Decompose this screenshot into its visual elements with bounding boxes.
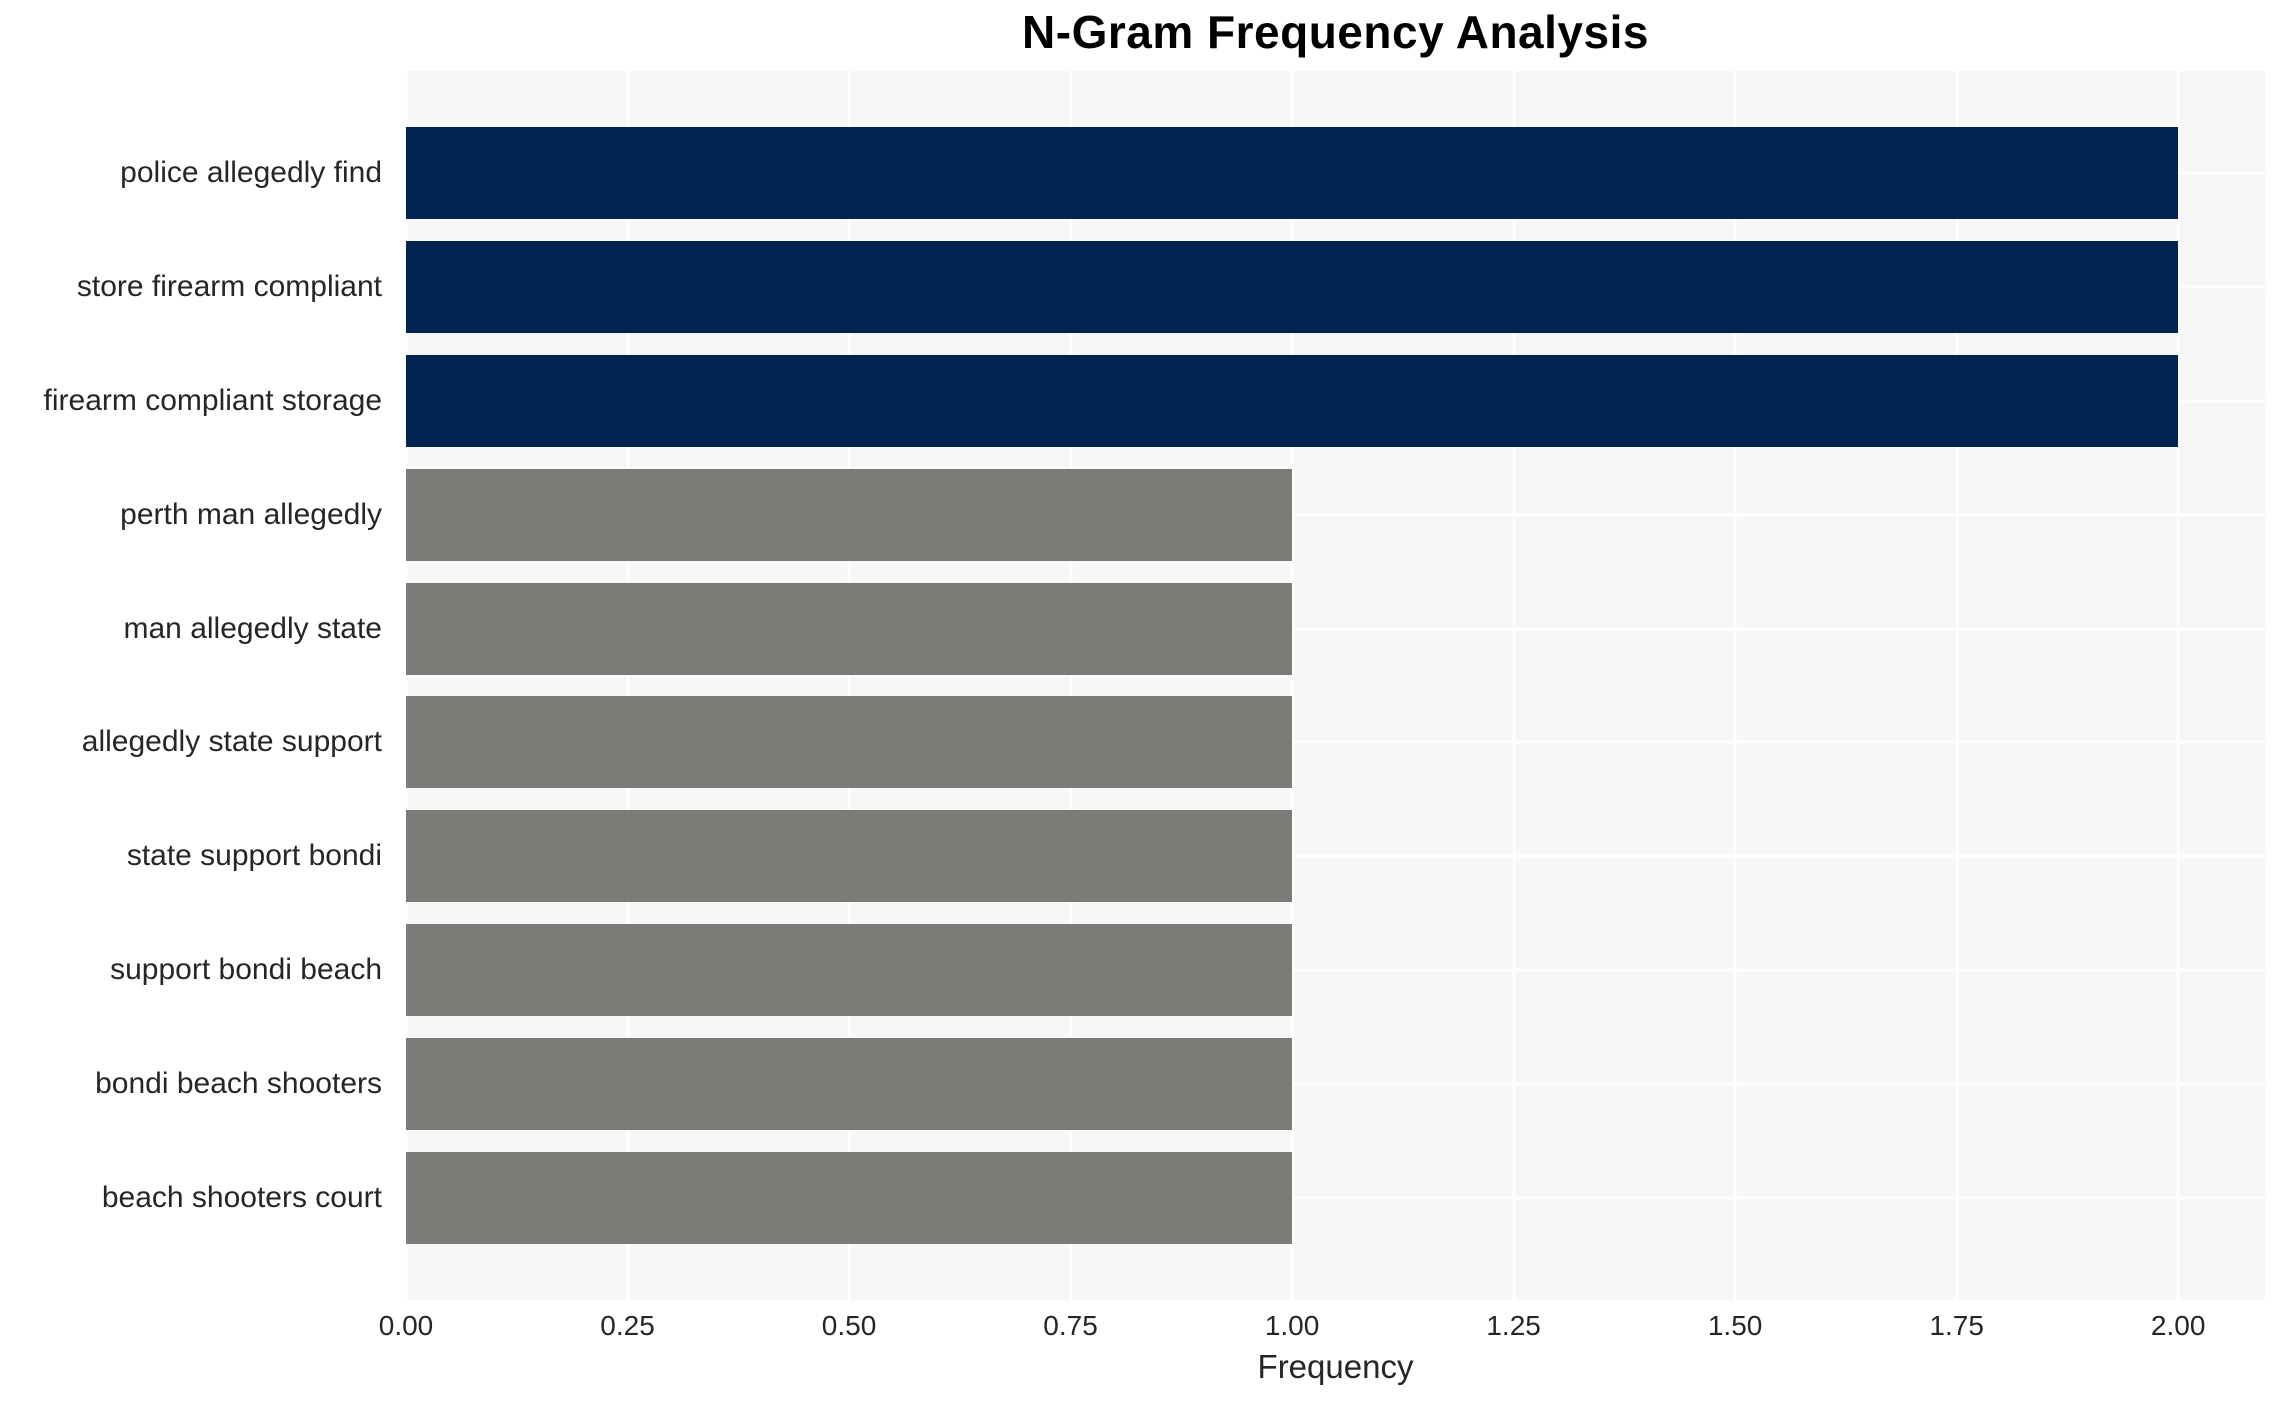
bar-police-allegedly-find (406, 126, 2179, 219)
gridline-x-0.00 (404, 71, 408, 1300)
gridline-y (406, 740, 2265, 744)
x-tick-label: 0.50 (821, 1310, 877, 1341)
y-axis-category-labels: police allegedly find store firearm compl… (0, 71, 382, 1300)
chart-title: N-Gram Frequency Analysis (1022, 6, 1649, 58)
bar-beach-shooters-court (406, 1152, 1293, 1245)
bar-row (406, 116, 2265, 230)
bar-allegedly-state-support (406, 696, 1293, 789)
vertical-gridlines (404, 71, 2265, 1300)
gridline-x-0.75 (1069, 71, 1073, 1300)
y-tick-label: allegedly state support (81, 725, 382, 759)
gridline-y (406, 1196, 2265, 1200)
gridline-y (406, 968, 2265, 972)
x-tick-label: 0.25 (600, 1310, 655, 1341)
bar-state-support-bondi (406, 810, 1293, 903)
x-tick-label: 1.50 (1707, 1310, 1763, 1341)
x-tick-label: 1.75 (1929, 1310, 1984, 1341)
bar-perth-man-allegedly (406, 468, 1293, 561)
bar-row (406, 230, 2265, 344)
gridline-x-0.25 (626, 71, 630, 1300)
bar-row (406, 799, 2265, 913)
y-tick-label: firearm compliant storage (43, 383, 382, 417)
y-tick-label: support bondi beach (110, 953, 382, 987)
bar-row (406, 686, 2265, 800)
y-tick-label: beach shooters court (101, 1181, 382, 1215)
gridline-x-1.75 (1955, 71, 1959, 1300)
gridline-y (406, 1082, 2265, 1086)
bar-firearm-compliant-storage (406, 354, 2179, 447)
y-tick-label: bondi beach shooters (95, 1067, 382, 1101)
y-tick-label: state support bondi (126, 839, 382, 873)
gridline-x-2.00 (2176, 71, 2180, 1300)
plot-area (404, 71, 2265, 1300)
bar-row (406, 458, 2265, 572)
gridline-x-0.50 (847, 71, 851, 1300)
bar-row (406, 913, 2265, 1027)
bar-row (406, 1141, 2265, 1255)
gridline-y (406, 627, 2265, 631)
gridline-y (406, 513, 2265, 517)
bar-support-bondi-beach (406, 924, 1293, 1017)
y-tick-label: man allegedly state (123, 611, 383, 645)
y-tick-label: perth man allegedly (120, 497, 382, 531)
bar-row (406, 344, 2265, 458)
x-axis-tick-labels: 0.00 0.25 0.50 0.75 1.00 1.25 1.50 1.75 2.00 (379, 1310, 2265, 1346)
bar-man-allegedly-state (406, 582, 1293, 675)
bar-store-firearm-compliant (406, 240, 2179, 333)
y-tick-label: store firearm compliant (76, 269, 382, 303)
x-tick-label: 1.00 (1264, 1310, 1320, 1341)
x-tick-label: 0.00 (378, 1310, 434, 1341)
gridline-x-1.50 (1733, 71, 1737, 1300)
gridline-x-1.00 (1290, 71, 1294, 1300)
gridline-x-1.25 (1512, 71, 1516, 1300)
bar-row (406, 572, 2265, 686)
x-tick-label: 2.00 (2150, 1310, 2206, 1341)
gridline-y (406, 854, 2265, 858)
x-tick-label: 0.75 (1043, 1310, 1098, 1341)
x-axis-label: Frequency (1257, 1348, 1414, 1385)
y-tick-label: police allegedly find (120, 155, 382, 189)
bar-bondi-beach-shooters (406, 1038, 1293, 1131)
x-tick-label: 1.25 (1486, 1310, 1541, 1341)
bar-row (406, 1027, 2265, 1141)
bar-rows (406, 71, 2265, 1300)
